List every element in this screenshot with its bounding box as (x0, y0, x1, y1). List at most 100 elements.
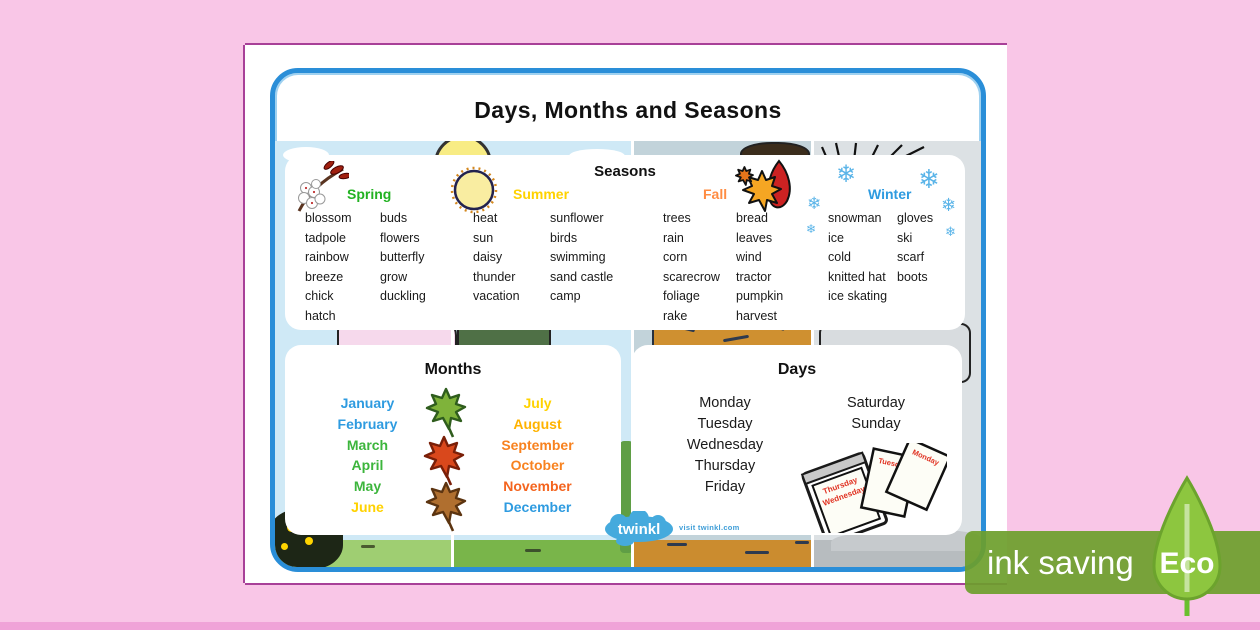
fall-word: trees (663, 211, 691, 225)
winter-word: snowman (828, 211, 882, 225)
summer-word: swimming (550, 250, 606, 264)
month: January (340, 395, 395, 411)
summer-word: birds (550, 230, 578, 245)
spring-word: blossom (305, 211, 352, 225)
bottom-edge (0, 622, 1260, 630)
fall-ground-mark (667, 543, 687, 546)
month: July (523, 395, 552, 411)
winter-word: knitted hat (828, 269, 886, 284)
month: November (503, 478, 572, 495)
grass-mark (361, 545, 375, 548)
month: May (353, 478, 382, 495)
spring-word: hatch (305, 308, 336, 323)
month: February (337, 415, 398, 432)
spring-word-list-1: blossom tadpole rainbow breeze chick hatch (305, 209, 352, 326)
fall-word-list-1: trees rain corn scarecrow foliage rake (663, 209, 720, 326)
worksheet-page: Days, Months and Seasons (245, 45, 1007, 583)
fall-word: pumpkin (736, 289, 784, 303)
snowflake-icon: ❄ (836, 161, 857, 188)
summer-word-list-1: heat sun daisy thunder vacation (473, 209, 520, 307)
spring-word: grow (380, 269, 408, 284)
spring-word-list-2: buds flowers butterfly grow duckling (380, 209, 426, 307)
winter-word: cold (828, 250, 851, 264)
months-list-left: January February March April May June (310, 393, 425, 518)
eco-badge-text: Eco (1159, 547, 1214, 580)
day: Tuesday (697, 416, 753, 432)
winter-word: scarf (897, 250, 925, 264)
green-leaf-icon (425, 387, 467, 438)
fall-word: scarecrow (663, 269, 720, 284)
summer-word: sand castle (550, 269, 614, 284)
summer-word-list-2: sunflower birds swimming sand castle camp (550, 209, 613, 307)
weekdays-list: Monday Tuesday Wednesday Thursday Friday (660, 393, 790, 498)
winter-word: gloves (897, 211, 934, 225)
seasons-panel: Seasons Spring blossom tadpole rainbow bree… (285, 155, 965, 330)
summer-word: daisy (473, 250, 503, 264)
twinkl-visit-text: visit twinkl.com (679, 523, 740, 532)
months-title: Months (424, 361, 482, 378)
month: August (513, 415, 562, 432)
twinkl-logo: twinkl (605, 511, 673, 546)
fall-ground (632, 540, 812, 567)
month: October (510, 457, 565, 474)
winter-label: Winter (868, 186, 912, 202)
month: March (346, 436, 389, 453)
fall-word: corn (663, 250, 688, 264)
seasons-title: Seasons (594, 163, 656, 180)
ink-saving-text: ink saving (987, 544, 1134, 581)
day: Thursday (694, 458, 756, 474)
snowflake-icon: ❄ (806, 222, 817, 236)
spring-word: buds (380, 211, 408, 225)
winter-word: ski (897, 230, 913, 245)
month: September (501, 436, 574, 453)
winter-word: ice skating (828, 289, 888, 303)
spring-word: breeze (305, 269, 344, 284)
grass-mark (525, 549, 541, 552)
spring-word: rainbow (305, 250, 349, 264)
spring-word: chick (305, 289, 334, 303)
spring-word: butterfly (380, 250, 425, 264)
day: Wednesday (686, 437, 764, 453)
summer-word: heat (473, 211, 498, 225)
fall-word: bread (736, 211, 768, 225)
winter-word-list-2: gloves ski scarf boots (897, 209, 933, 287)
day: Friday (704, 479, 746, 495)
fall-word: rake (663, 308, 688, 323)
day: Sunday (851, 416, 901, 432)
snowflake-icon: ❄ (941, 195, 957, 215)
winter-word: boots (897, 269, 928, 284)
winter-word-list-1: snowman ice cold knitted hat ice skating (828, 209, 887, 307)
fall-word-list-2: bread leaves wind tractor pumpkin harvest (736, 209, 783, 326)
blossom-branch-icon (297, 161, 349, 212)
red-leaf-icon (423, 435, 465, 486)
brown-leaf-icon (425, 481, 467, 532)
snowflake-icon: ❄ (918, 164, 940, 194)
summer-word: camp (550, 289, 581, 303)
fall-word: harvest (736, 308, 777, 323)
summer-grass (452, 540, 632, 567)
page-title: Days, Months and Seasons (474, 97, 782, 123)
spring-word: flowers (380, 230, 420, 245)
winter-word: ice (828, 230, 844, 245)
eco-leaf-badge: Eco (1152, 475, 1222, 616)
months-panel: Months January February March April May June … (285, 345, 621, 535)
fall-word: foliage (663, 289, 700, 303)
sunflower-icon (281, 543, 288, 550)
spring-word: duckling (380, 289, 426, 303)
tear-off-calendar-icon: Thursday Wednesday Tuesday Monday (800, 443, 947, 533)
fall-word: rain (663, 230, 684, 245)
day: Monday (699, 395, 751, 411)
sunflower-icon (305, 537, 313, 545)
days-panel: Days Monday Tuesday Wednesday Thursday Frida… (632, 345, 962, 535)
spring-label: Spring (347, 186, 392, 202)
snowflake-icon: ❄ (945, 224, 956, 239)
day: Saturday (846, 395, 906, 411)
fall-leaves-icon (735, 159, 791, 212)
month: April (351, 457, 384, 474)
snowflake-icon: ❄ (807, 194, 822, 213)
summer-word: sun (473, 230, 494, 245)
fall-ground-mark (745, 551, 769, 554)
days-title: Days (777, 361, 817, 378)
fall-word: tractor (736, 269, 772, 284)
